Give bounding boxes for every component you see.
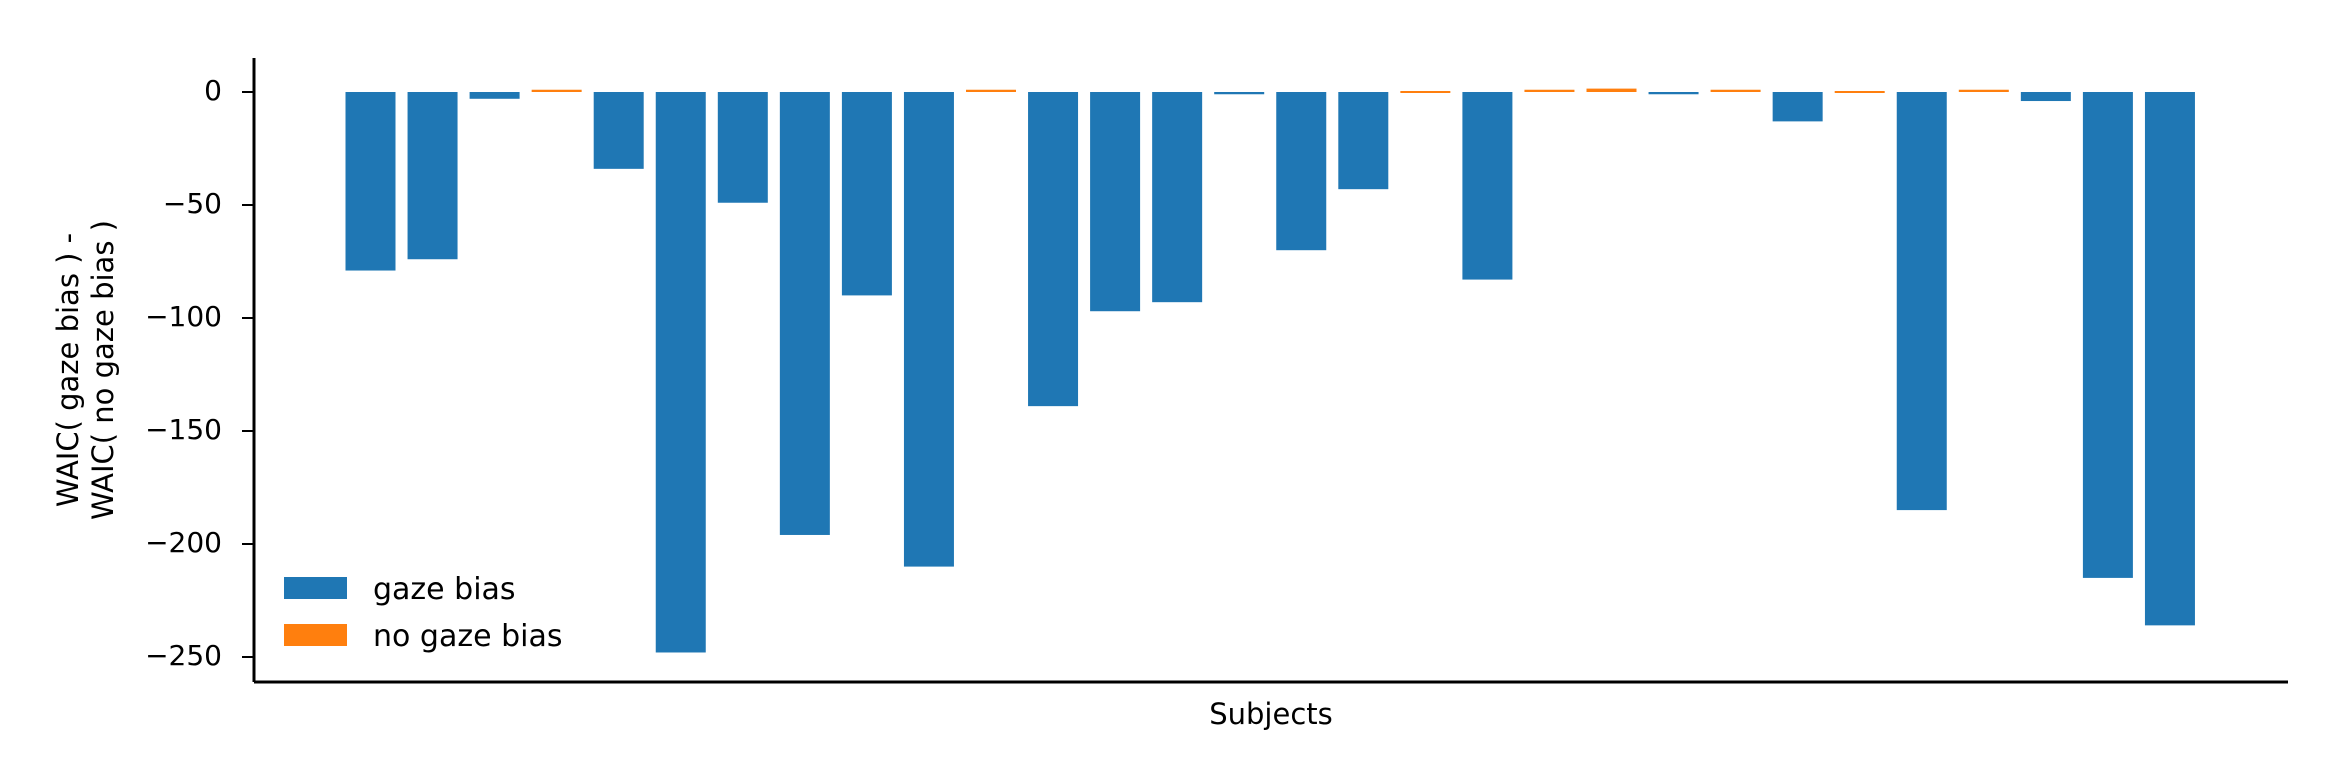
bar-subject-11: [966, 89, 1016, 92]
bar-subject-18: [1400, 91, 1451, 93]
y-tick-label: 0: [204, 74, 222, 107]
bar-subject-5: [593, 92, 644, 169]
bar-subject-22: [1648, 92, 1699, 95]
bar-subject-9: [841, 92, 892, 296]
y-tick-label: −250: [145, 639, 222, 672]
bar-subject-1: [345, 92, 396, 271]
bar-subject-20: [1524, 89, 1575, 92]
legend-label-gaze-bias: gaze bias: [373, 572, 516, 607]
bar-subject-28: [2020, 92, 2071, 102]
y-axis-title-line-2: WAIC( no gaze bias ): [86, 220, 120, 520]
legend-swatch-no-gaze-bias: [284, 624, 347, 646]
bar-subject-17: [1338, 92, 1389, 190]
legend-swatch-gaze-bias: [284, 577, 347, 599]
bar-subject-29: [2082, 92, 2133, 578]
bar-subject-30: [2144, 92, 2195, 626]
bar-subject-2: [407, 92, 458, 260]
y-tick-label: −100: [145, 300, 222, 333]
legend-label-no-gaze-bias: no gaze bias: [373, 619, 562, 654]
bar-subject-23: [1710, 89, 1761, 92]
bar-subject-16: [1276, 92, 1327, 251]
bar-subject-19: [1462, 92, 1513, 280]
bar-subject-8: [779, 92, 830, 535]
y-axis-ticks: 0 −50 −100 −150 −200 −250: [145, 74, 254, 672]
y-tick-label: −50: [163, 187, 222, 220]
bar-subject-4: [531, 89, 582, 92]
bar-subject-3: [469, 92, 520, 99]
bars-group: [345, 88, 2195, 653]
bar-subject-10: [903, 92, 954, 567]
bar-subject-25: [1834, 91, 1885, 93]
legend: gaze bias no gaze bias: [284, 572, 562, 654]
bar-subject-21: [1586, 88, 1637, 92]
x-axis-title: Subjects: [1209, 697, 1333, 731]
bar-subject-7: [717, 92, 768, 203]
bar-subject-15: [1214, 92, 1265, 95]
bar-subject-26: [1896, 92, 1947, 511]
bar-subject-14: [1152, 92, 1203, 303]
bar-subject-12: [1028, 92, 1079, 407]
y-tick-label: −150: [145, 413, 222, 446]
bar-subject-13: [1090, 92, 1141, 312]
bar-subject-27: [1958, 89, 2009, 92]
bar-subject-24: [1772, 92, 1823, 122]
y-tick-label: −200: [145, 526, 222, 559]
y-axis-title-line-1: WAIC( gaze bias ) -: [51, 233, 85, 507]
bar-subject-6: [655, 92, 706, 653]
